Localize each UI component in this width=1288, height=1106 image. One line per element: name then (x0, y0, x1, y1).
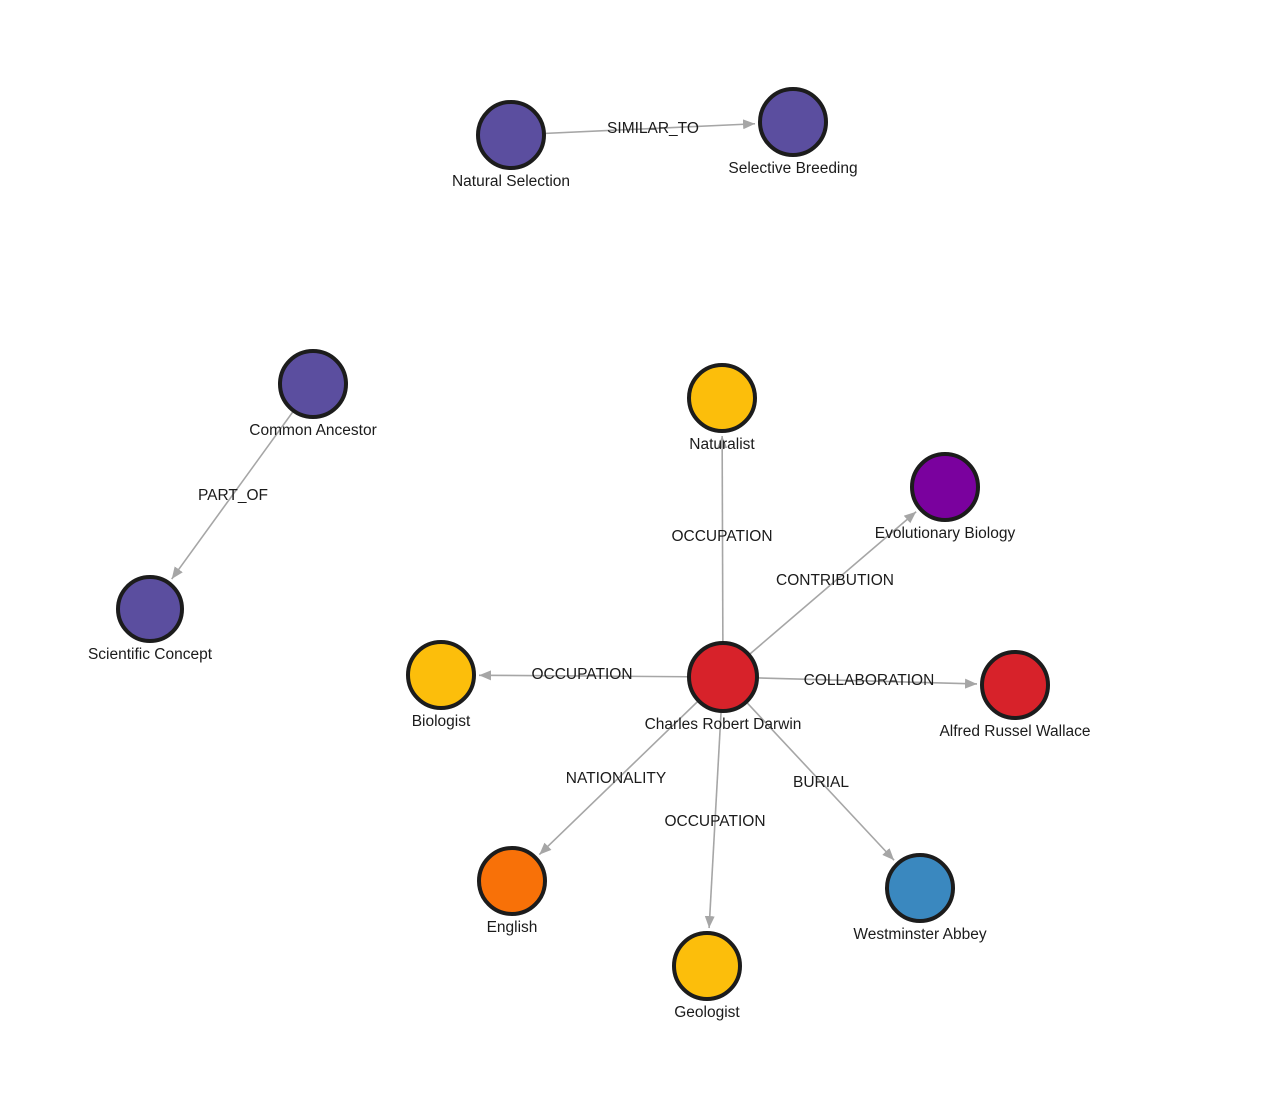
node-label-english: English (487, 919, 538, 936)
node-selective-breeding[interactable] (758, 87, 828, 157)
node-label-biologist: Biologist (412, 713, 471, 730)
edge-charles-robert-darwin-biologist[interactable] (478, 670, 724, 681)
edge-label-charles-robert-darwin-biologist: OCCUPATION (531, 666, 632, 683)
node-label-westminster-abbey: Westminster Abbey (853, 926, 986, 943)
node-alfred-russel-wallace[interactable] (980, 650, 1050, 720)
node-english[interactable] (477, 846, 547, 916)
node-charles-robert-darwin[interactable] (687, 641, 759, 713)
node-label-charles-robert-darwin: Charles Robert Darwin (645, 716, 802, 733)
edge-label-charles-robert-darwin-geologist: OCCUPATION (664, 813, 765, 830)
edge-label-charles-robert-darwin-english: NATIONALITY (566, 770, 666, 787)
node-label-natural-selection: Natural Selection (452, 173, 570, 190)
edge-label-charles-robert-darwin-naturalist: OCCUPATION (671, 528, 772, 545)
edge-charles-robert-darwin-alfred-russel-wallace[interactable] (722, 676, 978, 689)
node-common-ancestor[interactable] (278, 349, 348, 419)
edge-label-charles-robert-darwin-westminster-abbey: BURIAL (793, 774, 849, 791)
node-label-selective-breeding: Selective Breeding (728, 160, 857, 177)
node-label-naturalist: Naturalist (689, 436, 755, 453)
node-westminster-abbey[interactable] (885, 853, 955, 923)
edge-label-charles-robert-darwin-alfred-russel-wallace: COLLABORATION (804, 672, 935, 689)
node-naturalist[interactable] (687, 363, 757, 433)
edge-label-common-ancestor-scientific-concept: PART_OF (198, 487, 268, 504)
edge-charles-robert-darwin-evolutionary-biology[interactable] (722, 511, 917, 678)
edge-charles-robert-darwin-westminster-abbey[interactable] (722, 676, 895, 861)
node-scientific-concept[interactable] (116, 575, 184, 643)
node-label-common-ancestor: Common Ancestor (249, 422, 377, 439)
node-evolutionary-biology[interactable] (910, 452, 980, 522)
edge-natural-selection-selective-breeding[interactable] (510, 119, 756, 136)
node-label-scientific-concept: Scientific Concept (88, 646, 213, 663)
edge-label-natural-selection-selective-breeding: SIMILAR_TO (607, 120, 699, 137)
node-geologist[interactable] (672, 931, 742, 1001)
node-natural-selection[interactable] (476, 100, 546, 170)
node-biologist[interactable] (406, 640, 476, 710)
edge-charles-robert-darwin-naturalist[interactable] (717, 435, 728, 678)
edge-label-charles-robert-darwin-evolutionary-biology: CONTRIBUTION (776, 572, 894, 589)
node-label-evolutionary-biology: Evolutionary Biology (875, 525, 1016, 542)
edge-charles-robert-darwin-english[interactable] (538, 676, 724, 856)
edge-common-ancestor-scientific-concept[interactable] (171, 383, 314, 580)
node-label-geologist: Geologist (674, 1004, 740, 1021)
edge-charles-robert-darwin-geologist[interactable] (704, 676, 724, 929)
node-label-alfred-russel-wallace: Alfred Russel Wallace (939, 723, 1090, 740)
